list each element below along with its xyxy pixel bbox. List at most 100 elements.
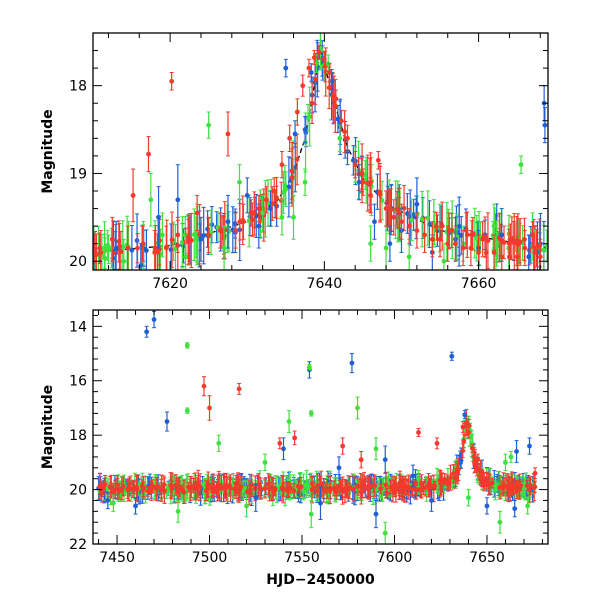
band-2-point [286,486,292,492]
series-2-point [327,70,333,75]
dense-1-point [474,235,480,241]
series-1-point [262,459,268,465]
dense-2-point [449,228,455,233]
dense-2-point [498,237,504,243]
y-tick-label: 20 [69,254,87,270]
dense-2-point [309,100,315,106]
series-1-point [244,503,249,509]
band-2-point [245,489,250,494]
series-0-point [267,206,273,211]
dense-1-point [490,233,496,239]
band-2-point [311,485,317,491]
series-1-point [525,503,531,509]
band-2-point [159,485,165,491]
band-2-point [406,484,412,490]
band-2-point [139,483,145,489]
dense-2-point [169,237,175,243]
series-0-point [512,506,518,512]
dense-1-point [282,182,288,188]
dense-2-point [434,223,439,229]
band-2-point [112,487,118,492]
band-2-point [448,475,453,481]
band-2-point [460,448,466,454]
band-2-point [456,467,461,472]
band-2-point [298,484,304,490]
series-0-point [198,236,204,242]
series-1-point [160,232,165,238]
x-tick-label: 7650 [469,550,505,566]
series-0-point [462,412,468,418]
band-2-point [511,485,517,491]
band-2-point [210,483,216,489]
series-2-point [422,232,428,238]
dense-2-point [312,76,318,82]
series-2-point [206,232,212,238]
series-1-point [382,530,388,536]
band-2-point [256,482,261,488]
series-1-point [110,500,116,506]
series-2-point [468,245,474,251]
series-1-point [503,459,508,465]
series-0-point [244,192,250,198]
series-2-point [163,245,169,251]
band-2-point [321,488,327,493]
series-1-point [383,245,389,251]
series-2-point [437,236,443,242]
band-2-point [125,487,130,492]
dense-2-point [94,252,99,258]
band-2-point [527,487,533,493]
band-2-point [347,485,353,490]
series-2-point [514,254,520,260]
series-2-point [483,250,489,255]
series-0-point [499,232,505,238]
series-0-point [256,223,262,229]
dense-1-point [105,242,111,248]
band-2-point [524,483,530,489]
series-2-point [530,232,535,238]
series-2-point [152,250,158,255]
series-2-point [460,424,466,430]
plot-area [96,310,538,544]
band-2-point [148,488,154,493]
series-2-point [429,236,435,242]
band-2-point [419,483,425,489]
band-2-point [233,489,239,495]
band-2-point [153,486,159,492]
dense-1-point [425,215,431,221]
series-2-point [201,383,207,389]
series-1-point [206,122,212,128]
band-2-point [173,482,179,488]
series-1-point [302,179,308,185]
dense-2-point [509,235,515,241]
series-2-point [207,405,212,411]
x-tick-label: 7600 [377,550,413,566]
series-1-point [308,410,314,416]
series-2-point [233,228,239,233]
series-2-point [537,254,543,260]
series-2-point [345,135,350,141]
band-2-point [393,487,399,493]
series-2-point [311,55,317,60]
series-0-point [281,446,286,452]
series-1-point [497,519,503,525]
series-2-point [338,118,344,124]
series-0-point [253,495,259,501]
x-tick-label: 7620 [152,276,188,292]
series-1-point [237,179,242,185]
series-2-point [240,219,246,225]
series-2-point [140,241,146,247]
band-2-point [342,488,348,494]
band-2-point [228,485,233,491]
band-2-point [517,484,522,490]
band-2-point [216,482,222,488]
dense-2-point [274,195,279,201]
band-2-point [532,484,537,490]
series-0-point [449,353,455,359]
series-1-point [491,223,497,229]
series-0-point [356,179,362,185]
x-tick-label: 7500 [192,550,228,566]
y-tick-label: 19 [69,166,87,182]
band-2-point [509,481,515,486]
series-2-point [264,197,269,203]
